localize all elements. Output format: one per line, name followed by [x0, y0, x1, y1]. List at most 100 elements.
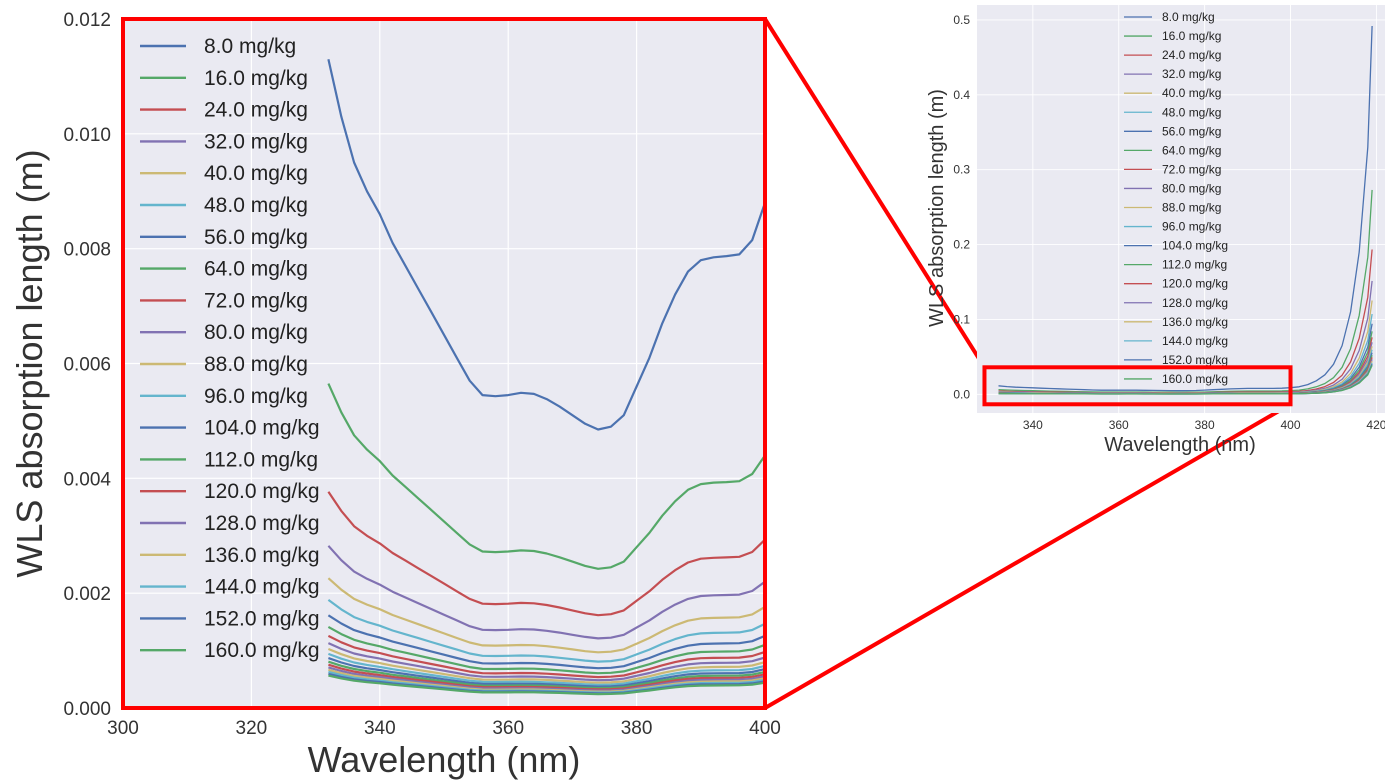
inset-x-tick-label: 380 [1195, 418, 1215, 432]
main-y-axis-label: WLS absorption length (m) [9, 149, 50, 577]
main-series-lines [327, 58, 767, 696]
main-series-line-88-0-mg-kg [327, 647, 766, 684]
main-x-tick-label: 300 [107, 718, 139, 739]
inset-y-tick-label: 0.0 [953, 387, 970, 401]
inset-y-tick-label: 0.1 [953, 312, 970, 326]
zoom-connector-bottom [763, 402, 1292, 710]
main-series-line-120-0-mg-kg [328, 663, 766, 691]
inset-legend: 8.0 mg/kg 16.0 mg/kg 24.0 mg/kg 32.0 mg/kg 4… [1124, 10, 1228, 386]
inset-x-ticks: 340 360 380 400 420 [1023, 418, 1385, 432]
inset-legend-label-88-0-mg-kg: 88.0 mg/kg [1162, 201, 1221, 215]
main-legend-label-40-0-mg-kg: 40.0 mg/kg [204, 162, 308, 185]
main-legend-label-160-0-mg-kg: 160.0 mg/kg [204, 639, 320, 662]
inset-legend-label-112-0-mg-kg: 112.0 mg/kg [1162, 258, 1227, 272]
inset-zoom-box [982, 365, 1293, 407]
main-legend-label-96-0-mg-kg: 96.0 mg/kg [204, 385, 308, 408]
inset-legend-label-8-0-mg-kg: 8.0 mg/kg [1162, 10, 1215, 24]
zoom-connector-top [763, 17, 987, 369]
main-legend-label-152-0-mg-kg: 152.0 mg/kg [204, 607, 320, 630]
inset-legend-label-120-0-mg-kg: 120.0 mg/kg [1162, 277, 1228, 291]
main-chart: 8.0 mg/kg 16.0 mg/kg 24.0 mg/kg 32.0 mg/kg 4… [9, 10, 781, 780]
main-legend-label-136-0-mg-kg: 136.0 mg/kg [204, 544, 320, 567]
main-y-tick-label: 0.004 [63, 469, 111, 490]
inset-legend-label-160-0-mg-kg: 160.0 mg/kg [1162, 372, 1228, 386]
main-y-tick-label: 0.000 [63, 699, 111, 720]
inset-x-tick-label: 360 [1109, 418, 1129, 432]
main-legend-label-120-0-mg-kg: 120.0 mg/kg [204, 480, 320, 503]
main-legend-label-16-0-mg-kg: 16.0 mg/kg [204, 67, 308, 90]
main-legend-label-112-0-mg-kg: 112.0 mg/kg [204, 448, 318, 471]
main-series-line-160-0-mg-kg [328, 674, 766, 696]
inset-legend-label-104-0-mg-kg: 104.0 mg/kg [1162, 239, 1228, 253]
inset-y-axis-label: WLS absorption length (m) [926, 89, 948, 327]
main-series-line-56-0-mg-kg [327, 614, 766, 670]
main-y-tick-label: 0.006 [63, 355, 111, 376]
main-y-ticks: 0.000 0.002 0.004 0.006 0.008 0.010 0.012 [63, 10, 111, 720]
main-series-line-64-0-mg-kg [327, 625, 766, 675]
main-series-line-72-0-mg-kg [327, 634, 766, 679]
main-legend-label-104-0-mg-kg: 104.0 mg/kg [204, 417, 320, 440]
inset-legend-label-152-0-mg-kg: 152.0 mg/kg [1162, 353, 1228, 367]
inset-y-ticks: 0.0 0.1 0.2 0.3 0.4 0.5 [953, 13, 970, 401]
main-series-line-48-0-mg-kg [327, 599, 766, 663]
inset-legend-label-80-0-mg-kg: 80.0 mg/kg [1162, 181, 1221, 195]
main-series-line-104-0-mg-kg [328, 657, 766, 688]
main-series-line-80-0-mg-kg [327, 642, 766, 682]
main-series-line-16-0-mg-kg [327, 383, 766, 570]
main-x-tick-label: 360 [492, 718, 524, 739]
main-legend-label-72-0-mg-kg: 72.0 mg/kg [204, 289, 308, 312]
inset-grid [977, 5, 1385, 413]
inset-legend-label-40-0-mg-kg: 40.0 mg/kg [1162, 86, 1221, 100]
main-x-tick-label: 340 [364, 718, 396, 739]
main-legend-label-128-0-mg-kg: 128.0 mg/kg [204, 512, 320, 535]
inset-legend-label-72-0-mg-kg: 72.0 mg/kg [1162, 162, 1221, 176]
main-y-tick-label: 0.002 [63, 584, 111, 605]
main-x-tick-label: 380 [621, 718, 653, 739]
inset-chart: 8.0 mg/kg 16.0 mg/kg 24.0 mg/kg 32.0 mg/kg 4… [926, 5, 1385, 456]
main-series-line-32-0-mg-kg [327, 545, 766, 640]
main-x-tick-label: 400 [749, 718, 781, 739]
main-legend-label-32-0-mg-kg: 32.0 mg/kg [204, 130, 308, 153]
inset-legend-label-32-0-mg-kg: 32.0 mg/kg [1162, 67, 1221, 81]
inset-series-line-8-0-mg-kg [998, 25, 1373, 392]
main-legend-label-80-0-mg-kg: 80.0 mg/kg [204, 321, 308, 344]
main-x-axis-label: Wavelength (nm) [308, 739, 581, 780]
inset-legend-label-24-0-mg-kg: 24.0 mg/kg [1162, 48, 1221, 62]
inset-y-tick-label: 0.2 [953, 238, 970, 252]
main-x-ticks: 300 320 340 360 380 400 [107, 718, 781, 739]
main-x-tick-label: 320 [236, 718, 268, 739]
inset-x-axis-label: Wavelength (nm) [1104, 434, 1256, 456]
inset-legend-label-144-0-mg-kg: 144.0 mg/kg [1162, 334, 1228, 348]
main-series-line-24-0-mg-kg [327, 491, 766, 617]
main-zoom-frame [121, 17, 767, 710]
inset-legend-label-56-0-mg-kg: 56.0 mg/kg [1162, 124, 1221, 138]
inset-legend-label-128-0-mg-kg: 128.0 mg/kg [1162, 296, 1228, 310]
inset-legend-label-136-0-mg-kg: 136.0 mg/kg [1162, 315, 1228, 329]
inset-y-tick-label: 0.5 [953, 13, 970, 27]
main-legend-label-48-0-mg-kg: 48.0 mg/kg [204, 194, 308, 217]
inset-series-line-160-0-mg-kg [998, 365, 1373, 395]
main-legend-label-64-0-mg-kg: 64.0 mg/kg [204, 258, 308, 281]
inset-series-lines [998, 25, 1373, 395]
main-y-tick-label: 0.010 [63, 125, 111, 146]
inset-legend-label-64-0-mg-kg: 64.0 mg/kg [1162, 143, 1221, 157]
main-legend-label-8-0-mg-kg: 8.0 mg/kg [204, 35, 296, 58]
main-series-line-112-0-mg-kg [328, 660, 766, 690]
inset-plot-area [977, 5, 1385, 413]
main-legend-label-144-0-mg-kg: 144.0 mg/kg [204, 576, 320, 599]
inset-y-tick-label: 0.4 [953, 88, 970, 102]
main-legend-label-88-0-mg-kg: 88.0 mg/kg [204, 353, 308, 376]
inset-x-tick-label: 420 [1366, 418, 1385, 432]
inset-x-tick-label: 340 [1023, 418, 1043, 432]
main-series-line-8-0-mg-kg [327, 58, 767, 431]
inset-legend-label-48-0-mg-kg: 48.0 mg/kg [1162, 105, 1221, 119]
inset-legend-label-96-0-mg-kg: 96.0 mg/kg [1162, 220, 1221, 234]
main-legend: 8.0 mg/kg 16.0 mg/kg 24.0 mg/kg 32.0 mg/kg 4… [140, 35, 320, 662]
zoom-connectors [763, 17, 1292, 710]
main-series-line-40-0-mg-kg [327, 577, 766, 654]
inset-y-tick-label: 0.3 [953, 163, 970, 177]
main-legend-label-24-0-mg-kg: 24.0 mg/kg [204, 99, 308, 122]
main-y-tick-label: 0.012 [63, 10, 111, 31]
